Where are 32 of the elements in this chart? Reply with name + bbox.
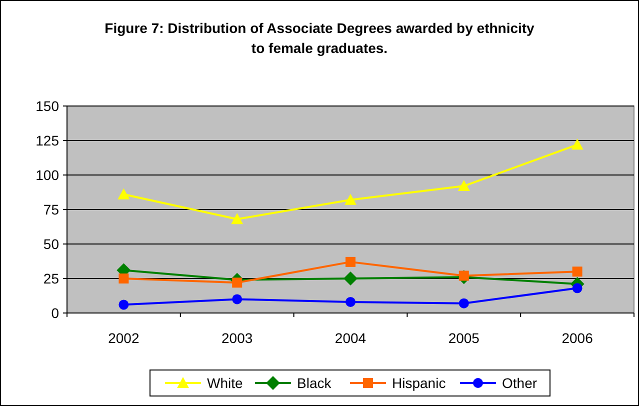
chart-title: Figure 7: Distribution of Associate Degrees awarded by ethnicity to female graduates. <box>104 20 535 56</box>
y-tick-label: 150 <box>36 98 60 114</box>
legend-label: Other <box>502 375 538 391</box>
y-tick-label: 100 <box>36 167 60 183</box>
x-tick-label: 2005 <box>448 330 480 346</box>
point <box>346 296 356 307</box>
x-tick-label: 2002 <box>108 330 140 346</box>
point <box>231 213 244 224</box>
legend-label: Hispanic <box>392 375 446 391</box>
point <box>118 274 129 284</box>
y-tick-label: 75 <box>43 202 60 218</box>
point <box>572 283 582 294</box>
point <box>232 294 242 304</box>
y-tick-label: 50 <box>43 236 60 252</box>
point <box>458 180 470 192</box>
x-tick-label: 2004 <box>334 330 366 346</box>
point <box>232 278 242 288</box>
x-tick-label: 2003 <box>222 330 253 346</box>
y-tick-label: 125 <box>36 132 60 148</box>
legend-label: White <box>207 375 243 391</box>
legend-label: Black <box>297 375 332 391</box>
x-tick-label: 2006 <box>562 330 594 346</box>
point <box>572 266 582 277</box>
point <box>458 298 469 308</box>
point <box>118 300 129 310</box>
point <box>344 272 358 286</box>
y-tick-label: 25 <box>43 270 60 286</box>
point <box>344 194 356 205</box>
point <box>346 256 356 267</box>
point <box>571 138 584 150</box>
y-tick-label: 0 <box>51 305 60 321</box>
point <box>118 188 130 200</box>
